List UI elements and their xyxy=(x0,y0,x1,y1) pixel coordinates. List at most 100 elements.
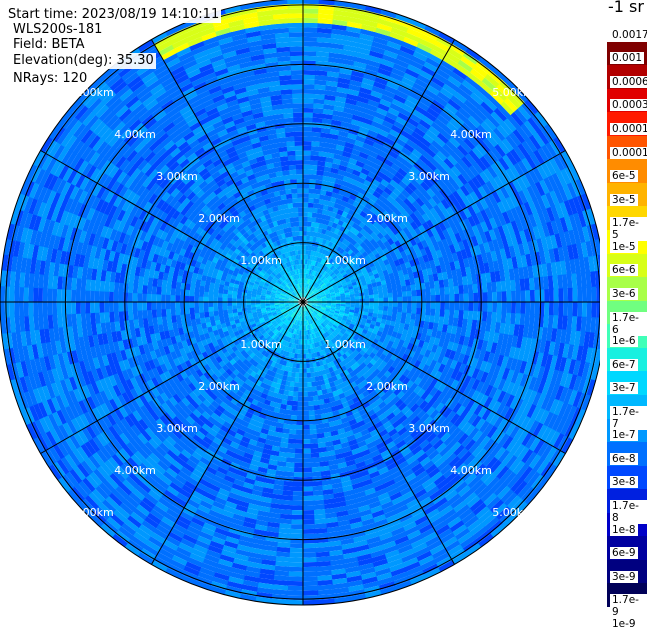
data-cell xyxy=(303,75,316,80)
data-cell xyxy=(316,428,324,434)
data-cell xyxy=(303,56,317,61)
data-cell xyxy=(506,280,512,292)
data-cell xyxy=(407,296,412,302)
data-cell xyxy=(440,309,445,317)
data-cell xyxy=(287,576,303,581)
data-cell xyxy=(303,84,315,89)
data-cell xyxy=(294,463,303,468)
data-cell xyxy=(303,18,319,23)
data-cell xyxy=(317,442,326,448)
data-cell xyxy=(313,509,325,515)
data-cell xyxy=(429,315,435,323)
data-cell xyxy=(303,207,308,212)
data-cell xyxy=(398,302,403,308)
data-cell xyxy=(444,309,449,318)
data-cell xyxy=(291,515,303,520)
data-cell xyxy=(311,467,321,472)
data-cell xyxy=(299,378,304,383)
data-cell xyxy=(310,448,319,453)
data-cell xyxy=(450,302,455,311)
data-cell xyxy=(302,463,311,468)
data-cell xyxy=(365,302,370,306)
data-cell xyxy=(311,141,320,146)
data-cell xyxy=(308,410,315,415)
data-cell xyxy=(293,477,303,482)
data-cell xyxy=(310,368,314,373)
data-cell xyxy=(307,382,312,387)
data-cell xyxy=(294,382,299,387)
data-cell xyxy=(506,302,511,314)
data-cell xyxy=(429,281,435,289)
data-cell xyxy=(449,310,454,319)
data-cell xyxy=(303,141,312,146)
data-cell xyxy=(296,415,303,420)
data-cell xyxy=(314,80,327,86)
data-cell xyxy=(292,496,303,501)
data-cell xyxy=(296,430,303,435)
data-cell xyxy=(431,302,436,309)
data-cell xyxy=(307,373,311,378)
data-cell xyxy=(520,313,526,326)
data-cell xyxy=(312,118,323,124)
data-cell xyxy=(388,293,393,298)
data-cell xyxy=(397,307,402,313)
data-cell xyxy=(515,313,521,325)
data-cell xyxy=(388,302,393,307)
data-cell xyxy=(463,310,469,320)
data-cell xyxy=(473,302,478,312)
data-cell xyxy=(303,226,307,231)
data-cell xyxy=(496,281,502,292)
data-cell xyxy=(435,302,440,310)
data-cell xyxy=(473,284,479,294)
data-cell xyxy=(311,457,320,462)
data-cell xyxy=(291,410,298,415)
data-cell xyxy=(529,278,535,291)
data-cell xyxy=(302,586,318,591)
data-cell xyxy=(544,289,549,303)
data-cell xyxy=(454,310,459,319)
data-cell xyxy=(302,581,318,586)
data-cell xyxy=(313,500,325,506)
data-cell xyxy=(310,165,318,170)
data-cell xyxy=(314,94,326,100)
data-cell xyxy=(393,302,398,307)
data-cell xyxy=(306,363,310,368)
data-cell xyxy=(315,184,322,190)
data-cell xyxy=(516,302,521,314)
data-cell xyxy=(313,396,319,401)
data-cell xyxy=(291,510,303,515)
data-cell xyxy=(388,307,393,312)
data-cell xyxy=(302,515,314,520)
data-cell xyxy=(299,368,303,373)
data-cell xyxy=(303,184,310,189)
data-cell xyxy=(297,411,303,416)
data-cell xyxy=(303,98,314,103)
data-cell xyxy=(472,311,478,321)
data-cell xyxy=(502,291,507,302)
data-cell xyxy=(425,308,430,315)
data-cell xyxy=(303,165,311,170)
data-cell xyxy=(281,504,293,510)
data-cell xyxy=(284,471,294,477)
data-cell xyxy=(302,491,313,496)
data-cell xyxy=(287,586,303,591)
data-cell xyxy=(307,392,313,397)
data-cell xyxy=(383,293,388,298)
data-cell xyxy=(430,288,435,296)
data-cell xyxy=(416,308,421,315)
data-cell xyxy=(425,289,430,296)
data-cell xyxy=(426,302,431,309)
data-cell xyxy=(299,364,303,369)
data-cell xyxy=(425,282,431,290)
data-cell xyxy=(279,523,292,529)
data-cell xyxy=(302,520,314,525)
data-cell xyxy=(314,405,321,410)
data-cell xyxy=(314,85,326,91)
data-cell xyxy=(283,486,294,492)
data-cell xyxy=(426,295,431,302)
data-cell xyxy=(303,23,319,28)
data-cell xyxy=(303,127,313,132)
data-cell xyxy=(535,302,540,315)
data-cell xyxy=(287,581,303,586)
data-cell xyxy=(288,571,303,576)
